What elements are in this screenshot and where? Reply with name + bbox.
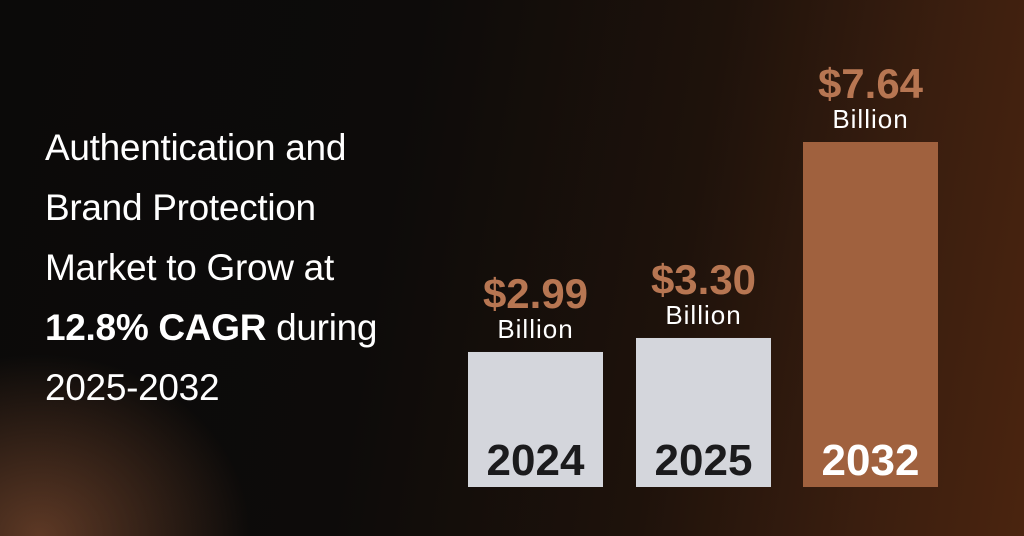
headline-line-4-rest: during bbox=[266, 307, 378, 348]
bar-2032 bbox=[803, 142, 938, 487]
value-label-2032: $7.64 bbox=[818, 60, 924, 107]
bar-2025 bbox=[636, 337, 771, 487]
headline: Authentication and Brand Protection Mark… bbox=[45, 118, 445, 418]
headline-line-5: 2025-2032 bbox=[45, 367, 220, 408]
year-label-2024: 2024 bbox=[487, 436, 585, 485]
unit-label-2025: Billion bbox=[665, 300, 741, 330]
unit-label-2032: Billion bbox=[832, 104, 908, 134]
headline-line-1: Authentication and bbox=[45, 127, 347, 168]
headline-line-2: Brand Protection bbox=[45, 187, 316, 228]
headline-line-3: Market to Grow at bbox=[45, 247, 334, 288]
year-label-2025: 2025 bbox=[655, 436, 753, 485]
value-label-2025: $3.30 bbox=[651, 256, 756, 303]
cagr-highlight: 12.8% CAGR bbox=[45, 307, 267, 348]
unit-label-2024: Billion bbox=[497, 314, 573, 344]
value-label-2024: $2.99 bbox=[483, 270, 588, 317]
year-label-2032: 2032 bbox=[822, 436, 920, 485]
headline-line-4: 12.8% CAGR during bbox=[45, 298, 445, 358]
bar-2024 bbox=[468, 351, 603, 487]
